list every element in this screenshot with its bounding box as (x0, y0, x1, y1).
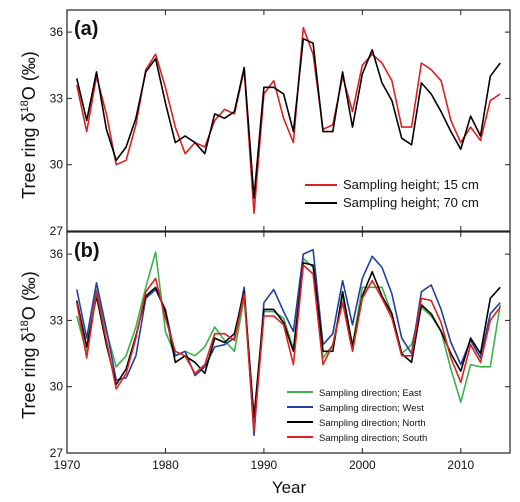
panel-b: (b) 27 30 33 36 1970 1980 1990 2000 2010 Sampli… (19, 231, 511, 497)
y-tick-label: 30 (50, 158, 64, 172)
y-tick-label: 33 (50, 91, 64, 105)
panel-a-label: (a) (74, 18, 98, 40)
panel-b-label: (b) (74, 240, 100, 262)
x-tick-label: 2000 (349, 458, 376, 472)
series-line-sampling-direction-south (76, 264, 501, 432)
x-tick-label: 1990 (251, 458, 278, 472)
svg-text:Tree ring δ18O (‰): Tree ring δ18O (‰) (19, 51, 39, 199)
panel-b-legend: Sampling direction; East Sampling directi… (287, 388, 427, 444)
legend-label-sampling-height-15-cm: Sampling height; 15 cm (343, 177, 479, 192)
series-line-sampling-height-70-cm (76, 37, 501, 199)
panel-a-y-ticks: 27 30 33 36 (50, 25, 510, 238)
panel-a-frame (66, 9, 511, 232)
panel-a-y-axis-label: Tree ring δ18O (‰) (19, 51, 39, 199)
y-tick-label: 33 (50, 313, 64, 327)
y-tick-label: 30 (50, 380, 64, 394)
panel-b-y-ticks: 27 30 33 36 (50, 247, 510, 460)
panel-a-x-ticks (66, 10, 462, 231)
panel-a-legend: Sampling height; 15 cm Sampling height; 7… (305, 177, 479, 210)
legend-label-sampling-height-70-cm: Sampling height; 70 cm (343, 195, 479, 210)
panel-b-y-axis-label: Tree ring δ18O (‰) (19, 271, 39, 419)
legend-label-sampling-direction-east: Sampling direction; East (319, 388, 422, 399)
legend-label-sampling-direction-north: Sampling direction; North (319, 418, 426, 429)
x-tick-label: 1980 (152, 458, 179, 472)
panel-b-x-ticks: 1970 1980 1990 2000 2010 (54, 232, 474, 472)
y-tick-label: 36 (50, 25, 64, 39)
panel-b-series (76, 248, 501, 437)
x-axis-label: Year (272, 478, 307, 497)
svg-text:Tree ring δ18O (‰): Tree ring δ18O (‰) (19, 271, 39, 419)
legend-label-sampling-direction-south: Sampling direction; South (319, 433, 427, 444)
series-line-sampling-direction-north (76, 262, 501, 419)
x-tick-label: 1970 (54, 458, 81, 472)
series-line-sampling-height-15-cm (76, 26, 501, 215)
panel-a-series (76, 26, 501, 215)
x-tick-label: 2010 (447, 458, 474, 472)
y-tick-label: 36 (50, 247, 64, 261)
y-tick-label: 27 (50, 446, 64, 460)
legend-label-sampling-direction-west: Sampling direction; West (319, 403, 424, 414)
panel-b-frame (66, 231, 511, 454)
series-line-sampling-direction-east (76, 251, 501, 428)
series-line-sampling-direction-west (76, 248, 501, 437)
y-tick-label: 27 (50, 224, 64, 238)
